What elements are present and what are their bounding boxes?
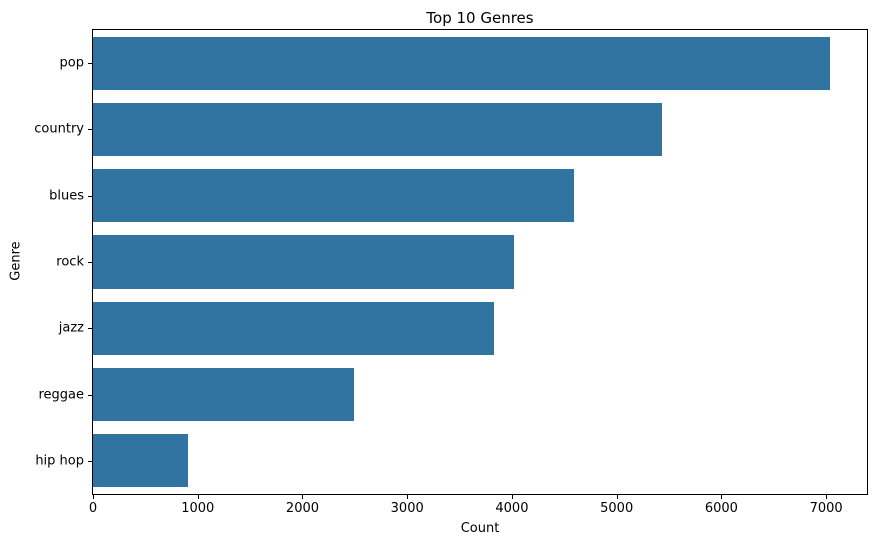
plot-area [92, 29, 868, 495]
bar-pop [93, 36, 831, 90]
y-tick [88, 195, 92, 197]
x-tick-label: 5000 [600, 501, 634, 516]
bar-reggae [93, 368, 354, 422]
x-tick-label: 6000 [704, 501, 738, 516]
y-tick [88, 262, 92, 263]
x-axis-label: Count [460, 521, 500, 536]
y-tick-label: jazz [58, 320, 84, 336]
y-tick [88, 328, 92, 330]
y-tick [88, 129, 92, 131]
y-tick [88, 63, 92, 65]
bar-rock [93, 235, 515, 289]
x-tick-label: 3000 [390, 501, 424, 516]
x-tick [511, 495, 513, 499]
x-tick [826, 495, 828, 499]
y-tick [88, 394, 92, 396]
y-axis-label: Genre [8, 241, 24, 281]
bar-hip-hop [93, 434, 189, 488]
x-tick-label: 2000 [285, 501, 320, 516]
x-tick-label: 4000 [495, 501, 529, 516]
y-tick-label: rock [56, 254, 84, 270]
y-tick-label: reggae [38, 387, 84, 403]
x-tick [302, 495, 304, 499]
bar-country [93, 102, 662, 156]
y-tick [88, 460, 92, 462]
x-tick [197, 495, 199, 499]
x-tick-label: 1000 [181, 501, 215, 516]
x-tick-label: 0 [88, 501, 98, 516]
bar-jazz [93, 301, 495, 355]
chart-title: Top 10 Genres [426, 9, 534, 27]
x-tick [616, 495, 618, 499]
x-tick [721, 495, 723, 499]
y-tick-label: pop [59, 55, 84, 71]
y-tick-label: country [34, 121, 84, 137]
x-tick-label: 7000 [809, 501, 843, 516]
x-tick [407, 495, 409, 499]
bar-blues [93, 169, 574, 223]
x-tick [93, 495, 94, 499]
y-tick-label: hip hop [35, 453, 84, 469]
y-tick-label: blues [49, 188, 84, 204]
